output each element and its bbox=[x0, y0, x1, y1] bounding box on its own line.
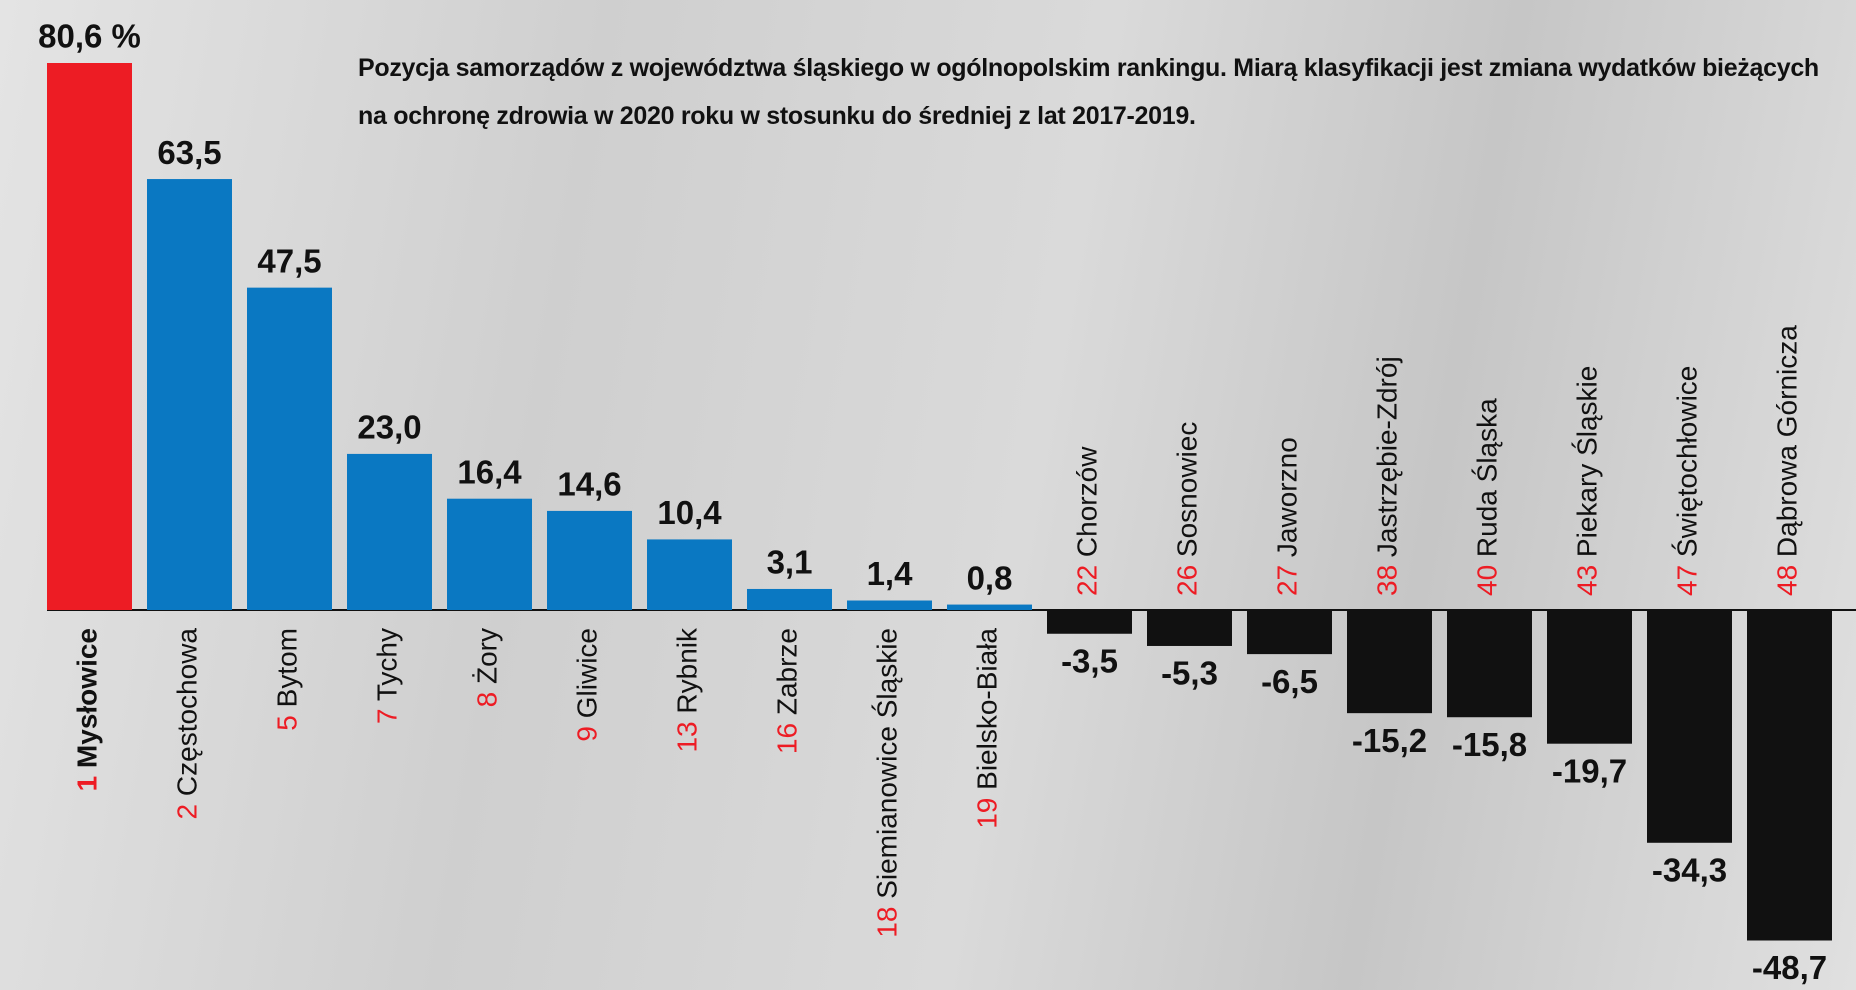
value-label: 0,8 bbox=[967, 559, 1013, 596]
value-label: 23,0 bbox=[357, 409, 421, 446]
rank: 47 bbox=[1672, 565, 1703, 596]
category-name: Dąbrowa Górnicza bbox=[1772, 325, 1803, 557]
rank: 48 bbox=[1772, 565, 1803, 596]
rank: 38 bbox=[1372, 565, 1403, 596]
category-name: Sosnowiec bbox=[1172, 422, 1203, 557]
category-name: Tychy bbox=[372, 628, 403, 701]
rank: 19 bbox=[972, 798, 1003, 829]
bar bbox=[1547, 610, 1632, 744]
value-label: 63,5 bbox=[157, 134, 221, 171]
value-label: 1,4 bbox=[867, 555, 914, 592]
bar bbox=[1347, 610, 1432, 713]
category-name: Piekary Śląskie bbox=[1571, 366, 1603, 557]
category-name: Jaworzno bbox=[1272, 437, 1303, 557]
rank: 13 bbox=[672, 721, 703, 752]
bar bbox=[1147, 610, 1232, 646]
category-name: Zabrze bbox=[772, 628, 803, 715]
rank: 1 bbox=[72, 776, 103, 792]
bar bbox=[747, 589, 832, 610]
value-label: 80,6 % bbox=[38, 18, 141, 55]
value-label: -5,3 bbox=[1161, 655, 1218, 692]
category-name: Siemianowice Śląskie bbox=[871, 628, 903, 899]
category-label: 2 Częstochowa bbox=[172, 628, 203, 820]
category-label: 38 Jastrzębie-Zdrój bbox=[1372, 356, 1403, 596]
category-label: 27 Jaworzno bbox=[1272, 437, 1303, 596]
rank: 9 bbox=[572, 726, 603, 742]
rank: 16 bbox=[772, 723, 803, 754]
value-label: 16,4 bbox=[457, 453, 522, 490]
bar bbox=[1647, 610, 1732, 843]
bar bbox=[1747, 610, 1832, 941]
value-label: -48,7 bbox=[1752, 949, 1827, 986]
rank: 18 bbox=[872, 907, 903, 938]
bar bbox=[847, 600, 932, 610]
value-label: 3,1 bbox=[767, 544, 813, 581]
rank: 26 bbox=[1172, 565, 1203, 596]
bar bbox=[447, 499, 532, 610]
bar bbox=[547, 511, 632, 610]
category-label: 43 Piekary Śląskie bbox=[1571, 366, 1603, 596]
rank: 7 bbox=[372, 708, 403, 724]
category-label: 1 Mysłowice bbox=[72, 628, 103, 791]
category-name: Chorzów bbox=[1072, 446, 1103, 557]
bar bbox=[1247, 610, 1332, 654]
bar bbox=[47, 63, 132, 610]
category-name: Ruda Śląska bbox=[1471, 398, 1503, 557]
chart: 80,6 % 1 Mysłowice 63,5 2 Częstochowa 47,5 5 … bbox=[0, 0, 1856, 990]
category-name: Mysłowice bbox=[72, 628, 103, 768]
rank: 2 bbox=[172, 804, 203, 820]
category-label: 7 Tychy bbox=[372, 628, 403, 724]
category-label: 40 Ruda Śląska bbox=[1471, 398, 1503, 596]
category-label: 5 Bytom bbox=[272, 628, 303, 731]
value-label: 10,4 bbox=[657, 494, 722, 531]
bar bbox=[247, 288, 332, 610]
bar bbox=[647, 539, 732, 610]
category-label: 47 Świętochłowice bbox=[1671, 366, 1703, 596]
rank: 27 bbox=[1272, 565, 1303, 596]
rank: 8 bbox=[472, 692, 503, 708]
category-label: 26 Sosnowiec bbox=[1172, 422, 1203, 596]
category-label: 19 Bielsko-Biała bbox=[972, 628, 1003, 829]
category-name: Rybnik bbox=[672, 627, 703, 714]
bar bbox=[1047, 610, 1132, 634]
category-label: 8 Żory bbox=[472, 628, 503, 707]
category-label: 13 Rybnik bbox=[672, 627, 703, 753]
value-label: -34,3 bbox=[1652, 851, 1727, 888]
value-label: -3,5 bbox=[1061, 642, 1118, 679]
category-name: Żory bbox=[472, 628, 503, 684]
category-name: Bytom bbox=[272, 628, 303, 707]
category-label: 22 Chorzów bbox=[1072, 446, 1103, 596]
category-name: Gliwice bbox=[572, 628, 603, 718]
bar bbox=[147, 179, 232, 610]
page: 80,6 % 1 Mysłowice 63,5 2 Częstochowa 47,5 5 … bbox=[0, 0, 1856, 990]
rank: 43 bbox=[1572, 565, 1603, 596]
category-label: 18 Siemianowice Śląskie bbox=[871, 628, 903, 938]
rank: 22 bbox=[1072, 565, 1103, 596]
category-label: 9 Gliwice bbox=[572, 628, 603, 742]
value-label: 47,5 bbox=[257, 242, 321, 279]
category-name: Bielsko-Biała bbox=[972, 628, 1003, 790]
chart-title: Pozycja samorządów z województwa śląskie… bbox=[358, 44, 1838, 140]
value-label: -15,8 bbox=[1452, 726, 1527, 763]
category-name: Jastrzębie-Zdrój bbox=[1372, 356, 1403, 557]
value-label: -6,5 bbox=[1261, 663, 1318, 700]
value-label: 14,6 bbox=[557, 466, 621, 503]
value-label: -15,2 bbox=[1352, 722, 1427, 759]
bar bbox=[947, 605, 1032, 610]
bar bbox=[1447, 610, 1532, 717]
value-label: -19,7 bbox=[1552, 752, 1627, 789]
rank: 40 bbox=[1472, 565, 1503, 596]
category-label: 16 Zabrze bbox=[772, 628, 803, 754]
category-name: Świętochłowice bbox=[1671, 366, 1703, 557]
category-name: Częstochowa bbox=[172, 628, 203, 797]
category-label: 48 Dąbrowa Górnicza bbox=[1772, 325, 1803, 596]
bar bbox=[347, 454, 432, 610]
rank: 5 bbox=[272, 715, 303, 731]
